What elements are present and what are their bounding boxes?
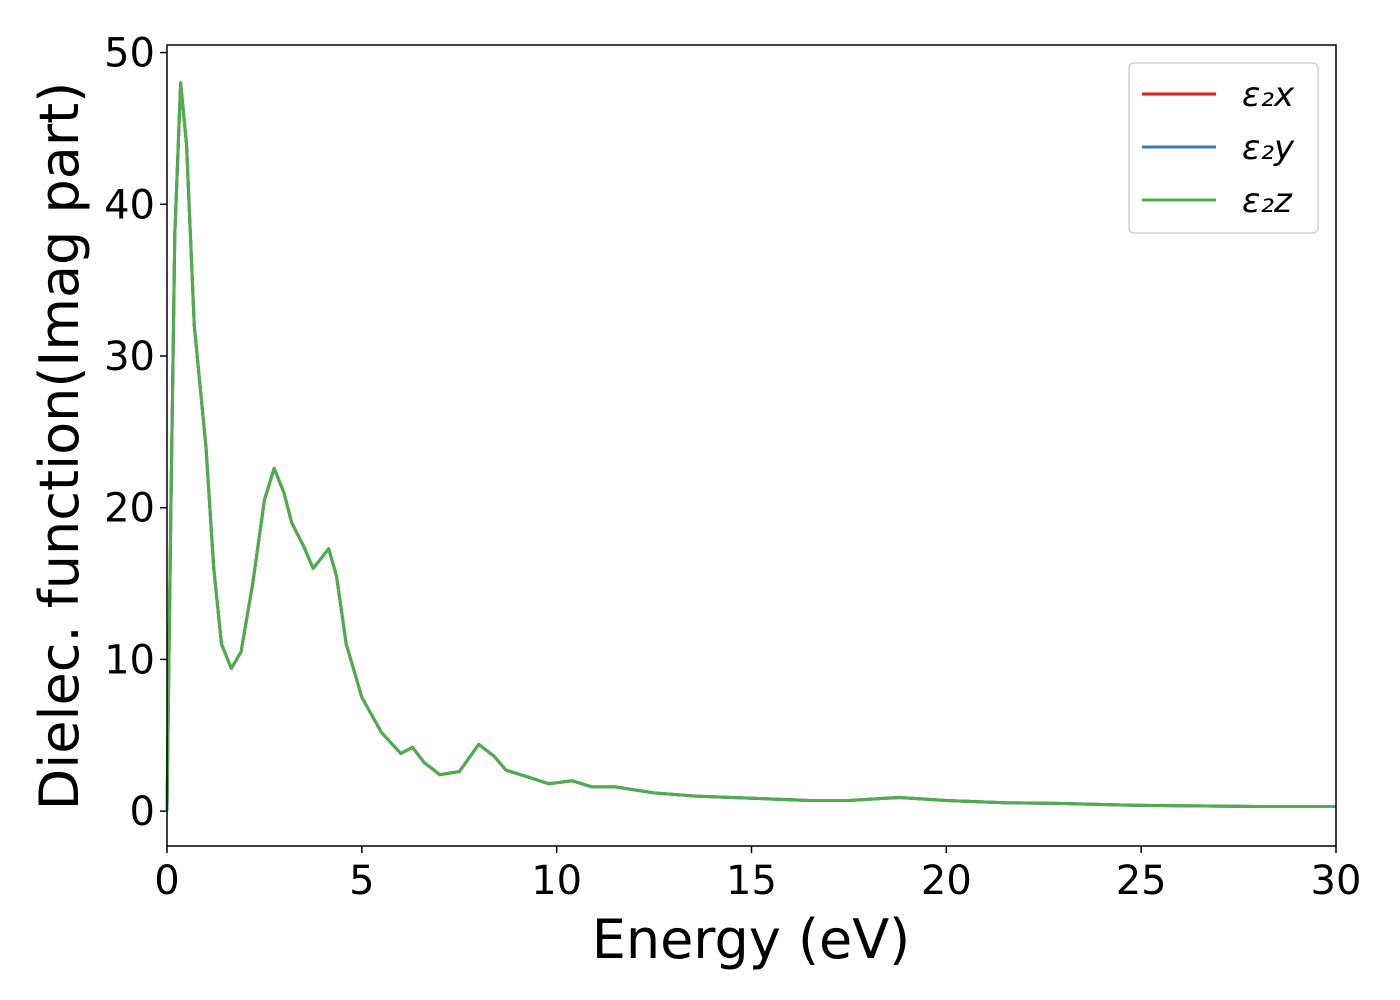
data-line <box>165 81 1336 812</box>
y-tick-label: 40 <box>104 182 155 228</box>
plot-frame <box>166 44 1337 847</box>
x-tick-label: 20 <box>921 858 972 904</box>
x-tick-label: 5 <box>349 858 374 904</box>
legend-label: ε₂y <box>1242 128 1295 168</box>
x-tick-label: 10 <box>531 858 582 904</box>
y-tick-label: 20 <box>104 486 155 532</box>
y-tick-label: 50 <box>104 31 155 77</box>
x-tick-label: 25 <box>1116 858 1167 904</box>
x-tick-label: 30 <box>1311 858 1362 904</box>
y-axis-label: Dielec. function(Imag part) <box>28 82 91 811</box>
x-tick-label: 0 <box>154 858 179 904</box>
x-axis-label: Energy (eV) <box>592 908 911 971</box>
legend-box <box>1128 62 1319 234</box>
x-tick-label: 15 <box>726 858 777 904</box>
legend-label: ε₂x <box>1242 75 1295 115</box>
y-tick-label: 10 <box>104 637 155 683</box>
legend-label: ε₂z <box>1242 181 1293 221</box>
y-tick-label: 30 <box>104 334 155 380</box>
y-tick-label: 0 <box>130 789 155 835</box>
